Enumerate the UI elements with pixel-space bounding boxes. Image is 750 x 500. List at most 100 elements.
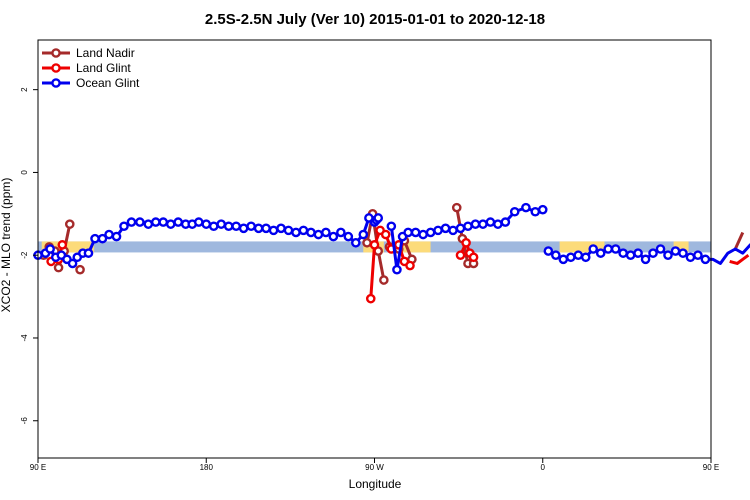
y-tick-label: 0	[20, 170, 29, 175]
land-nadir-point	[64, 219, 75, 229]
land-band-2	[398, 241, 431, 253]
ocean-glint-point	[261, 223, 271, 234]
ocean-glint-point	[97, 233, 108, 244]
ocean-glint-point	[158, 217, 169, 227]
ocean-glint-point	[509, 206, 520, 217]
ocean-glint-point	[119, 221, 129, 232]
land-glint-point	[455, 250, 466, 261]
land-glint-point	[380, 229, 391, 240]
ocean-glint-point	[328, 231, 339, 242]
land-nadir-point	[379, 275, 389, 285]
ocean-glint-point	[678, 248, 688, 258]
ocean-glint-point	[165, 219, 176, 229]
ocean-glint-point	[693, 250, 703, 261]
legend-label: Land Glint	[76, 61, 131, 75]
ocean-glint-point	[283, 225, 294, 236]
ocean-glint-point	[433, 225, 443, 236]
land-glint-point	[461, 237, 471, 248]
ocean-glint-point	[478, 219, 488, 229]
ocean-glint-point	[685, 252, 696, 263]
ocean-glint-point	[633, 248, 643, 258]
legend-swatch-marker	[51, 63, 61, 73]
ocean-glint-point	[625, 250, 636, 261]
land-band-3	[559, 241, 605, 253]
ocean-glint-point	[573, 250, 584, 261]
ocean-glint-point	[135, 217, 145, 227]
land-glint-point	[468, 252, 479, 263]
land-nadir-point	[362, 237, 372, 248]
ocean-glint-point	[238, 223, 249, 234]
ocean-glint-point	[143, 219, 154, 229]
legend-item-land-glint: Land Glint	[42, 61, 131, 75]
x-axis-label: Longitude	[349, 477, 402, 491]
ocean-glint-point	[655, 244, 666, 254]
land-band-0	[41, 241, 95, 253]
ocean-glint-point	[336, 227, 346, 238]
ocean-glint-point	[595, 248, 606, 258]
ocean-glint-point	[565, 252, 576, 263]
ocean-glint-point	[410, 227, 421, 238]
x-tick-label: 180	[200, 463, 214, 472]
x-tick-label: 0	[541, 463, 546, 472]
land-nadir-point	[451, 202, 462, 213]
ocean-glint-point	[201, 219, 212, 229]
ocean-glint-series	[33, 202, 750, 275]
ocean-glint-point	[373, 213, 384, 223]
x-axis-ticks: 90 E 180 90 W 0 90 E	[30, 458, 719, 472]
ocean-glint-point	[618, 248, 628, 258]
land-glint-line	[729, 254, 750, 265]
x-tick-label: 90 E	[30, 463, 46, 472]
ocean-glint-point	[386, 221, 397, 232]
ocean-glint-point	[268, 225, 279, 236]
ocean-glint-point	[90, 233, 100, 244]
ocean-glint-point	[104, 229, 114, 240]
land-nadir-point	[75, 264, 85, 275]
ocean-glint-point	[216, 219, 227, 229]
ocean-glint-point	[223, 221, 234, 232]
ocean-glint-point	[313, 229, 324, 240]
ocean-glint-point	[530, 206, 541, 217]
ocean-glint-point	[485, 217, 496, 227]
ocean-glint-point	[425, 227, 436, 238]
ocean-glint-point	[500, 217, 511, 227]
ocean-glint-point	[663, 250, 673, 261]
ocean-glint-point	[418, 229, 428, 240]
land-nadir-point	[53, 262, 64, 273]
ocean-glint-point	[537, 204, 548, 215]
land-nadir-line	[365, 212, 386, 281]
ocean-glint-point	[640, 254, 651, 265]
legend-item-ocean-glint: Ocean Glint	[42, 76, 140, 90]
ocean-glint-point	[321, 227, 331, 238]
x-tick-label: 90 W	[365, 463, 384, 472]
ocean-glint-point	[558, 254, 569, 265]
ocean-glint-point	[45, 244, 55, 254]
ocean-glint-point	[126, 217, 137, 227]
y-axis-label: XCO2 - MLO trend (ppm)	[0, 178, 13, 313]
ocean-glint-point	[440, 223, 451, 234]
y-tick-label: 2	[20, 87, 29, 92]
ocean-glint-point	[521, 202, 531, 213]
ocean-glint-point	[253, 223, 264, 234]
ocean-glint-point	[493, 219, 503, 229]
series-layer	[33, 202, 750, 304]
ocean-glint-point	[403, 227, 413, 238]
ocean-glint-point	[306, 227, 316, 238]
ocean-glint-point	[463, 221, 473, 232]
ocean-glint-point	[67, 258, 78, 269]
legend-swatch-marker	[51, 78, 61, 88]
y-tick-label: -4	[20, 334, 29, 342]
ocean-glint-point	[588, 244, 599, 254]
legend-swatch-marker	[51, 48, 61, 58]
ocean-glint-point	[670, 246, 681, 256]
legend-label: Ocean Glint	[76, 76, 140, 90]
ocean-glint-point	[610, 244, 621, 254]
land-nadir-line	[733, 231, 745, 250]
x-tick-label: 90 E	[703, 463, 719, 472]
ocean-glint-point	[298, 225, 309, 236]
chart-title: 2.5S-2.5N July (Ver 10) 2015-01-01 to 20…	[205, 11, 545, 28]
ocean-glint-point	[231, 221, 241, 232]
ocean-glint-point	[543, 246, 554, 256]
ocean-glint-point	[193, 217, 204, 227]
